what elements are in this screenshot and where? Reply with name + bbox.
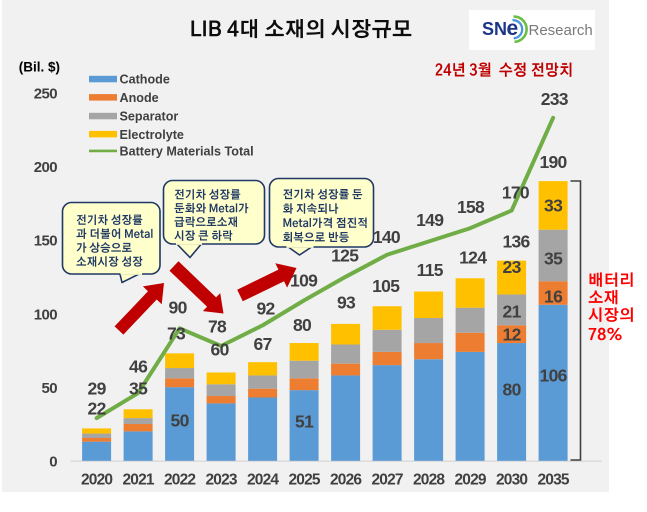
- svg-text:250: 250: [34, 86, 57, 103]
- svg-text:106: 106: [540, 365, 568, 385]
- svg-text:78: 78: [208, 316, 227, 336]
- svg-text:SN: SN: [482, 19, 507, 39]
- svg-text:22: 22: [88, 398, 107, 418]
- svg-text:50: 50: [171, 410, 190, 430]
- svg-text:2021: 2021: [122, 471, 154, 488]
- svg-text:67: 67: [254, 334, 272, 354]
- svg-text:16: 16: [544, 286, 563, 306]
- svg-text:46: 46: [129, 356, 148, 376]
- svg-text:2025: 2025: [288, 471, 320, 488]
- svg-text:93: 93: [337, 292, 356, 312]
- svg-text:Electrolyte: Electrolyte: [120, 128, 184, 142]
- svg-text:2024: 2024: [247, 471, 279, 488]
- svg-text:200: 200: [34, 159, 57, 176]
- svg-text:73: 73: [167, 323, 186, 343]
- svg-text:149: 149: [416, 210, 444, 230]
- svg-text:136: 136: [502, 231, 530, 251]
- svg-text:170: 170: [502, 183, 530, 203]
- svg-text:Cathode: Cathode: [120, 73, 170, 87]
- svg-text:35: 35: [129, 378, 148, 398]
- svg-text:115: 115: [417, 260, 444, 280]
- svg-text:50: 50: [42, 380, 58, 397]
- svg-text:105: 105: [372, 276, 400, 296]
- svg-text:Separator: Separator: [120, 110, 179, 124]
- svg-text:125: 125: [331, 245, 359, 265]
- svg-text:33: 33: [544, 195, 563, 215]
- svg-text:e: e: [507, 17, 519, 40]
- svg-text:2028: 2028: [413, 471, 445, 488]
- svg-text:51: 51: [295, 412, 314, 432]
- svg-text:0: 0: [49, 454, 57, 471]
- svg-text:190: 190: [539, 152, 567, 172]
- svg-text:2026: 2026: [330, 471, 362, 488]
- svg-text:60: 60: [211, 339, 230, 359]
- svg-text:2020: 2020: [81, 471, 112, 488]
- svg-text:2022: 2022: [164, 471, 195, 488]
- svg-text:90: 90: [169, 297, 188, 317]
- svg-text:Anode: Anode: [120, 91, 159, 105]
- svg-text:Battery Materials Total: Battery Materials Total: [120, 145, 254, 159]
- svg-text:2027: 2027: [371, 471, 402, 488]
- svg-text:2035: 2035: [537, 471, 569, 488]
- svg-text:124: 124: [459, 248, 487, 268]
- svg-text:23: 23: [503, 257, 522, 277]
- svg-text:(Bil. $): (Bil. $): [19, 60, 60, 75]
- svg-text:2029: 2029: [454, 471, 486, 488]
- svg-text:80: 80: [293, 315, 312, 335]
- svg-text:233: 233: [541, 89, 569, 109]
- svg-text:150: 150: [34, 233, 57, 250]
- svg-text:35: 35: [544, 248, 563, 268]
- svg-text:100: 100: [34, 306, 57, 323]
- svg-text:12: 12: [503, 324, 522, 344]
- svg-text:92: 92: [256, 298, 275, 318]
- svg-text:2023: 2023: [205, 471, 237, 488]
- svg-text:2030: 2030: [496, 471, 527, 488]
- svg-text:158: 158: [457, 197, 485, 217]
- svg-text:21: 21: [503, 301, 522, 321]
- svg-text:29: 29: [88, 378, 107, 398]
- svg-text:109: 109: [290, 270, 318, 290]
- svg-text:Research: Research: [529, 22, 593, 39]
- svg-text:80: 80: [503, 379, 522, 399]
- svg-text:140: 140: [373, 227, 401, 247]
